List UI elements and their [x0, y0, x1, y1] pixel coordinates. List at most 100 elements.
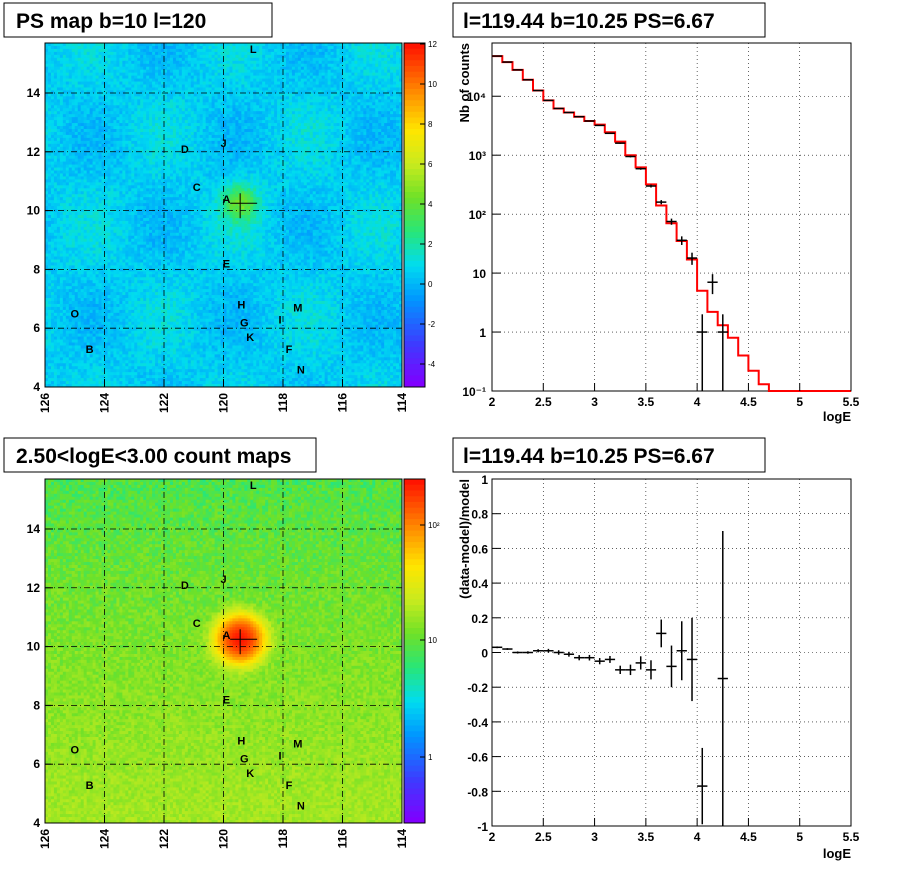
heatmap-cell: [116, 155, 120, 160]
heatmap-cell: [74, 152, 79, 157]
heatmap-cell: [330, 63, 334, 68]
heatmap-cell: [59, 43, 64, 47]
heatmap-cell: [205, 114, 210, 118]
heatmap-cell: [250, 146, 254, 151]
heatmap-cell: [324, 75, 329, 79]
heatmap-cell: [205, 117, 210, 121]
heatmap-cell: [47, 72, 52, 77]
heatmap-cell: [178, 75, 183, 79]
heatmap-cell: [336, 45, 340, 50]
heatmap-cell: [381, 66, 385, 71]
heatmap-cell: [357, 72, 361, 77]
heatmap-cell: [86, 140, 91, 145]
heatmap-cell: [83, 60, 88, 65]
heatmap-cell: [381, 63, 385, 68]
heatmap-cell: [134, 102, 138, 106]
heatmap-cell: [65, 51, 70, 56]
heatmap-cell: [360, 137, 364, 142]
heatmap-cell: [277, 111, 281, 115]
heatmap-cell: [226, 161, 230, 165]
heatmap-cell: [143, 78, 147, 82]
heatmap-cell: [95, 161, 99, 165]
heatmap-cell: [202, 143, 207, 148]
heatmap-cell: [155, 84, 159, 88]
heatmap-cell: [345, 155, 349, 160]
heatmap-cell: [256, 111, 260, 115]
heatmap-cell: [294, 134, 299, 139]
heatmap-cell: [303, 120, 308, 124]
heatmap-cell: [342, 140, 346, 145]
heatmap-cell: [277, 152, 281, 157]
heatmap-cell: [101, 57, 105, 62]
heatmap-cell: [223, 161, 227, 165]
heatmap-cell: [214, 99, 218, 103]
heatmap-cell: [354, 78, 358, 82]
heatmap-cell: [300, 54, 305, 59]
heatmap-cell: [268, 158, 272, 163]
heatmap-cell: [113, 164, 117, 168]
heatmap-cell: [324, 43, 329, 47]
heatmap-cell: [262, 137, 266, 142]
heatmap-cell: [226, 164, 230, 168]
heatmap-cell: [348, 129, 352, 133]
heatmap-cell: [187, 134, 192, 139]
heatmap-cell: [232, 161, 236, 165]
heatmap-cell: [253, 43, 257, 47]
heatmap-cell: [336, 158, 340, 163]
heatmap-cell: [211, 137, 215, 142]
heatmap-cell: [53, 96, 58, 100]
heatmap-cell: [280, 123, 284, 127]
heatmap-cell: [369, 81, 373, 85]
heatmap-cell: [327, 129, 332, 133]
heatmap-cell: [238, 111, 242, 115]
heatmap-cell: [65, 161, 70, 165]
heatmap-cell: [229, 84, 233, 88]
heatmap-cell: [333, 69, 337, 74]
heatmap-cell: [375, 54, 379, 59]
heatmap-cell: [303, 51, 308, 56]
heatmap-cell: [321, 117, 326, 121]
heatmap-cell: [345, 108, 349, 112]
heatmap-cell: [181, 158, 186, 163]
heatmap-cell: [244, 102, 248, 106]
heatmap-cell: [199, 164, 204, 168]
heatmap-cell: [294, 96, 299, 100]
heatmap-cell: [303, 69, 308, 74]
heatmap-cell: [217, 96, 221, 100]
heatmap-cell: [265, 63, 269, 68]
heatmap-cell: [187, 87, 192, 91]
heatmap-cell: [354, 84, 358, 88]
heatmap-cell: [360, 43, 364, 47]
heatmap-cell: [363, 43, 367, 47]
heatmap-cell: [119, 102, 123, 106]
heatmap-cell: [107, 137, 111, 142]
heatmap-cell: [68, 72, 73, 77]
heatmap-cell: [181, 96, 186, 100]
heatmap-cell: [345, 99, 349, 103]
heatmap-cell: [110, 75, 114, 79]
heatmap-cell: [45, 152, 49, 157]
heatmap-cell: [336, 126, 340, 130]
heatmap-cell: [205, 90, 210, 94]
heatmap-cell: [375, 66, 379, 71]
heatmap-cell: [119, 81, 123, 85]
heatmap-cell: [259, 96, 263, 100]
heatmap-cell: [369, 158, 373, 163]
heatmap-cell: [241, 131, 245, 136]
heatmap-cell: [235, 69, 239, 74]
heatmap-cell: [86, 102, 91, 106]
heatmap-cell: [247, 60, 251, 65]
heatmap-cell: [77, 111, 82, 115]
heatmap-cell: [366, 48, 370, 53]
heatmap-cell: [381, 72, 385, 77]
heatmap-cell: [128, 155, 132, 160]
heatmap-cell: [53, 90, 58, 94]
heatmap-cell: [265, 158, 269, 163]
heatmap-cell: [166, 84, 171, 88]
heatmap-cell: [297, 66, 302, 71]
heatmap-cell: [235, 140, 239, 145]
heatmap-cell: [205, 164, 210, 168]
heatmap-cell: [92, 140, 96, 145]
heatmap-cell: [172, 90, 177, 94]
heatmap-cell: [65, 102, 70, 106]
